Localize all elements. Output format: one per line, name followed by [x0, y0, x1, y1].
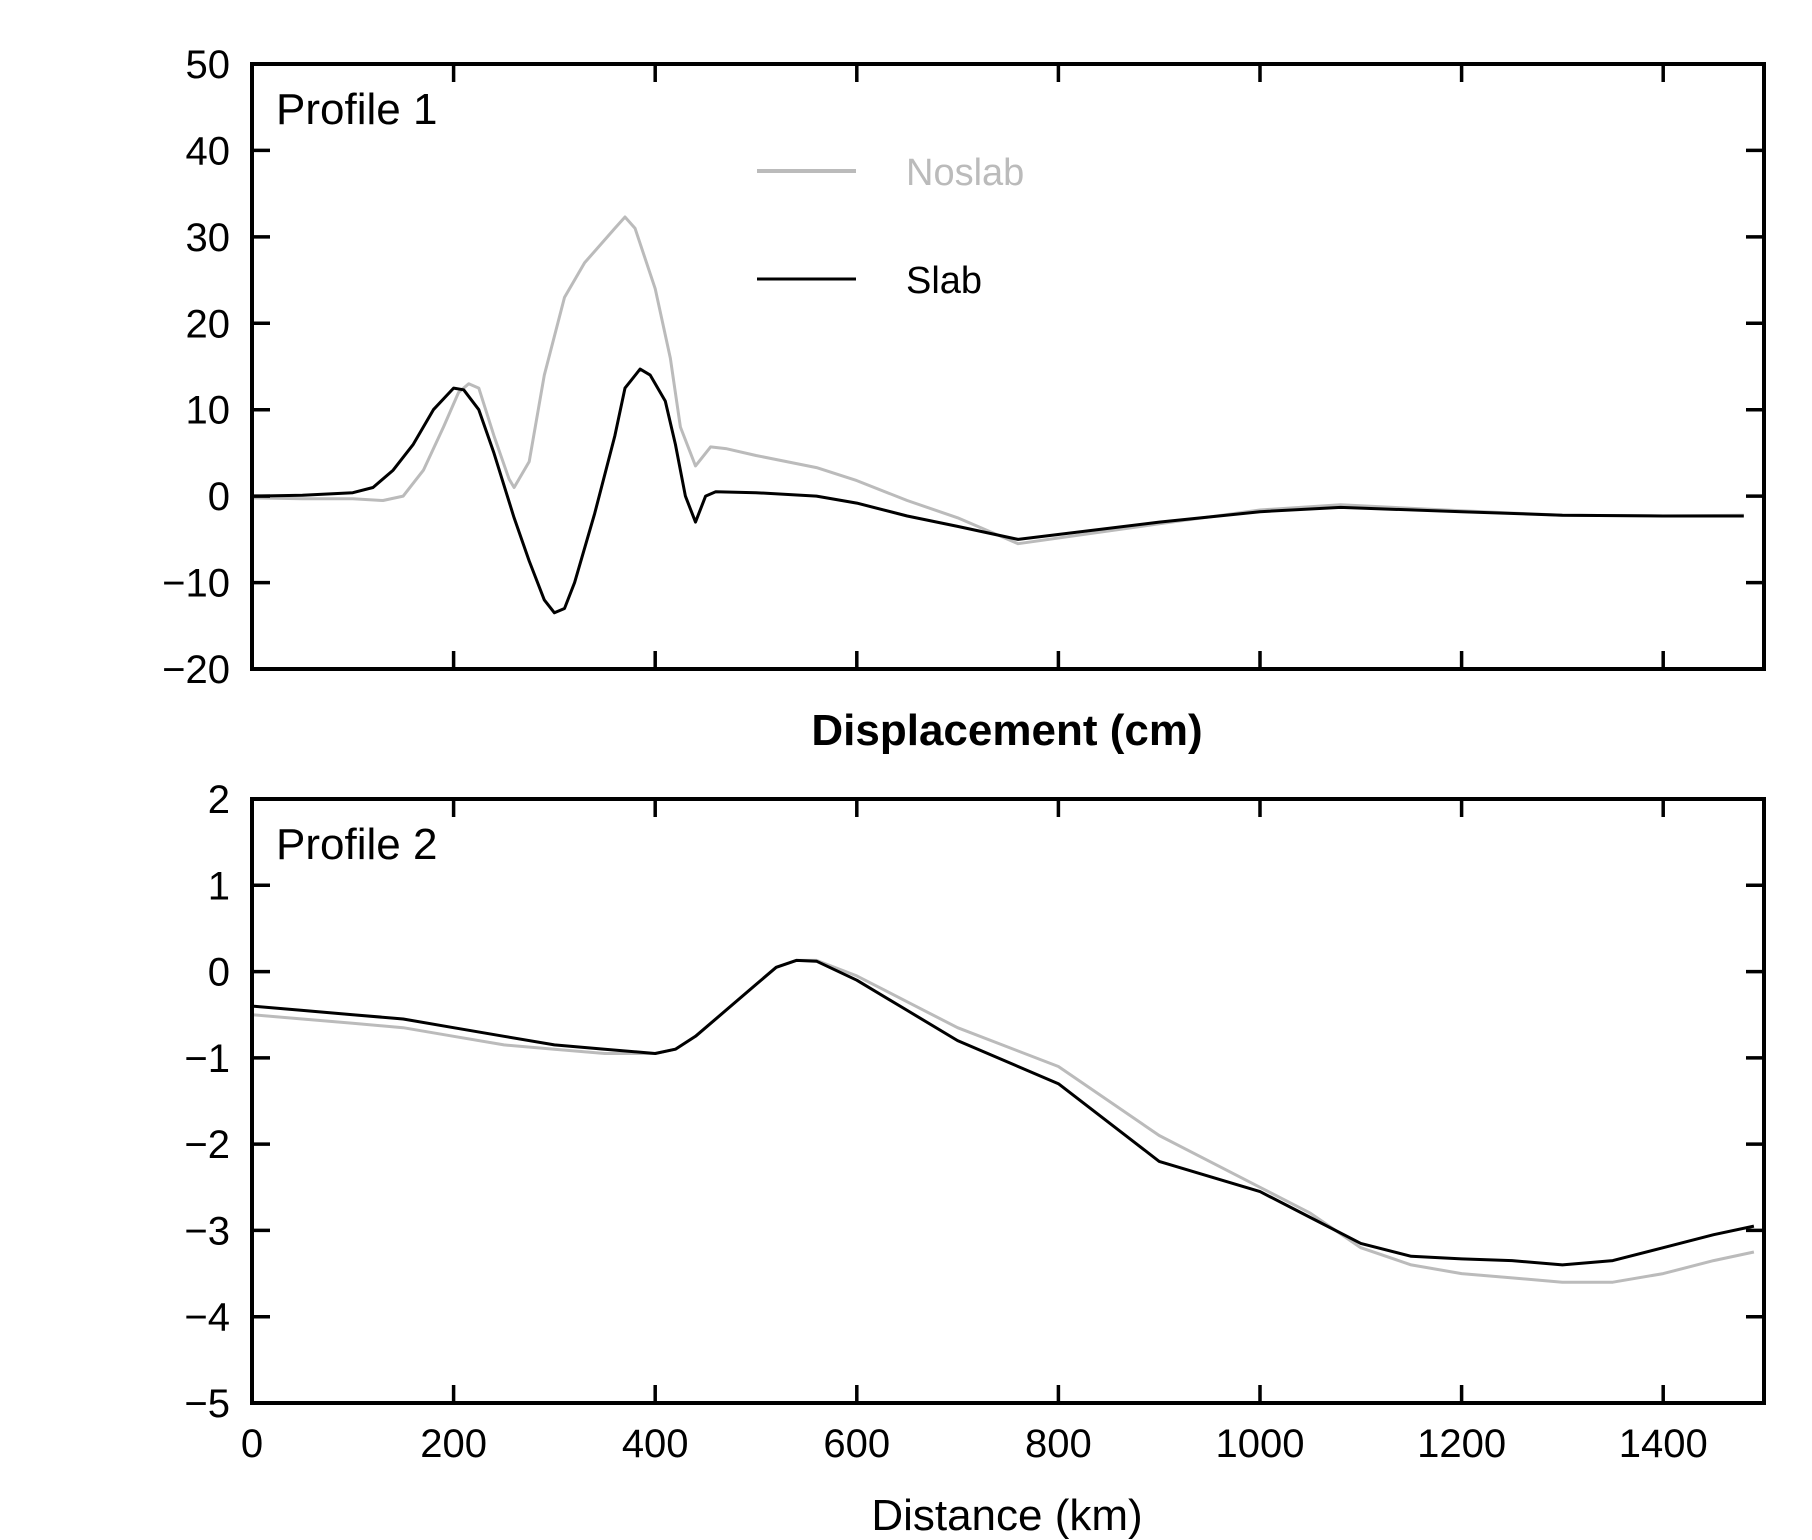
legend: Noslab Slab — [757, 152, 1024, 302]
x-tick-label: 0 — [241, 1422, 263, 1466]
x-tick-label: 200 — [420, 1422, 487, 1466]
x-axis-title: Distance (km) — [871, 1491, 1142, 1540]
y-tick-label: −1 — [184, 1037, 230, 1081]
y-tick-label: −4 — [184, 1296, 230, 1340]
y-tick-label: 0 — [208, 475, 230, 519]
y-tick-label: −5 — [184, 1382, 230, 1426]
displacement-axis-title: Displacement (cm) — [811, 706, 1202, 755]
profile-1-frame — [250, 62, 1766, 671]
profile-1-panel: −20 −10 0 10 20 30 40 50 Profile 1 Noslab Slab — [162, 43, 1766, 692]
y-tick-label: −10 — [162, 562, 230, 606]
y-tick-label: 50 — [186, 43, 231, 87]
profile-2-ticks: −5 −4 −3 −2 −1 0 1 2 0 200 400 600 800 1000 1200 1400 — [184, 778, 1764, 1466]
y-tick-label: 30 — [186, 216, 231, 260]
legend-noslab-label: Noslab — [906, 152, 1024, 194]
profile-1-series-group — [251, 215, 1744, 615]
legend-slab-label: Slab — [906, 260, 982, 302]
series-line-noslab — [251, 215, 1744, 546]
series-line-slab — [251, 367, 1744, 615]
profile-2-panel: −5 −4 −3 −2 −1 0 1 2 0 200 400 600 800 1000 1200 1400 P… — [184, 778, 1766, 1466]
profile-1-ticks: −20 −10 0 10 20 30 40 50 — [162, 43, 1764, 692]
x-tick-label: 1400 — [1619, 1422, 1708, 1466]
y-tick-label: −3 — [184, 1209, 230, 1253]
x-tick-label: 400 — [622, 1422, 689, 1466]
y-tick-label: −2 — [184, 1123, 230, 1167]
y-tick-label: 10 — [186, 389, 231, 433]
x-tick-label: 1200 — [1417, 1422, 1506, 1466]
x-tick-label: 600 — [823, 1422, 890, 1466]
y-tick-label: 0 — [208, 951, 230, 995]
y-tick-label: −20 — [162, 648, 230, 692]
profile-1-label: Profile 1 — [276, 85, 437, 134]
profile-2-frame — [250, 797, 1766, 1405]
profile-2-label: Profile 2 — [276, 820, 437, 869]
series-line-noslab — [251, 958, 1755, 1284]
y-tick-label: 2 — [208, 778, 230, 822]
x-tick-label: 800 — [1025, 1422, 1092, 1466]
x-tick-label: 1000 — [1216, 1422, 1305, 1466]
y-tick-label: 20 — [186, 302, 231, 346]
y-tick-label: 1 — [208, 864, 230, 908]
profile-2-series-group — [251, 958, 1755, 1284]
series-line-slab — [251, 958, 1755, 1267]
y-tick-label: 40 — [186, 129, 231, 173]
